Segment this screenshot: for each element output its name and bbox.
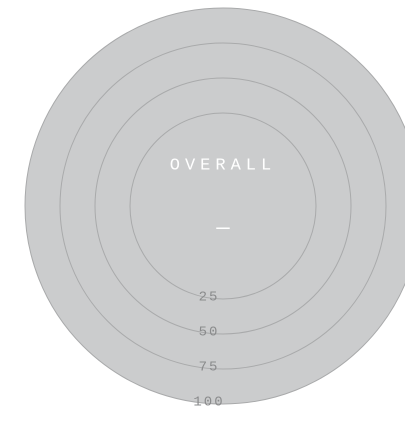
ring-label: 100 [193, 395, 224, 411]
ring [59, 42, 387, 370]
ring-label: 25 [199, 290, 220, 306]
ring-label: 50 [199, 325, 220, 341]
ring [94, 77, 352, 335]
ring-label: 75 [199, 360, 220, 376]
ring [129, 112, 317, 300]
chart-title: OVERALL [170, 156, 276, 175]
value-label: — [215, 216, 230, 241]
dial-face [25, 8, 405, 404]
ring [24, 7, 405, 405]
